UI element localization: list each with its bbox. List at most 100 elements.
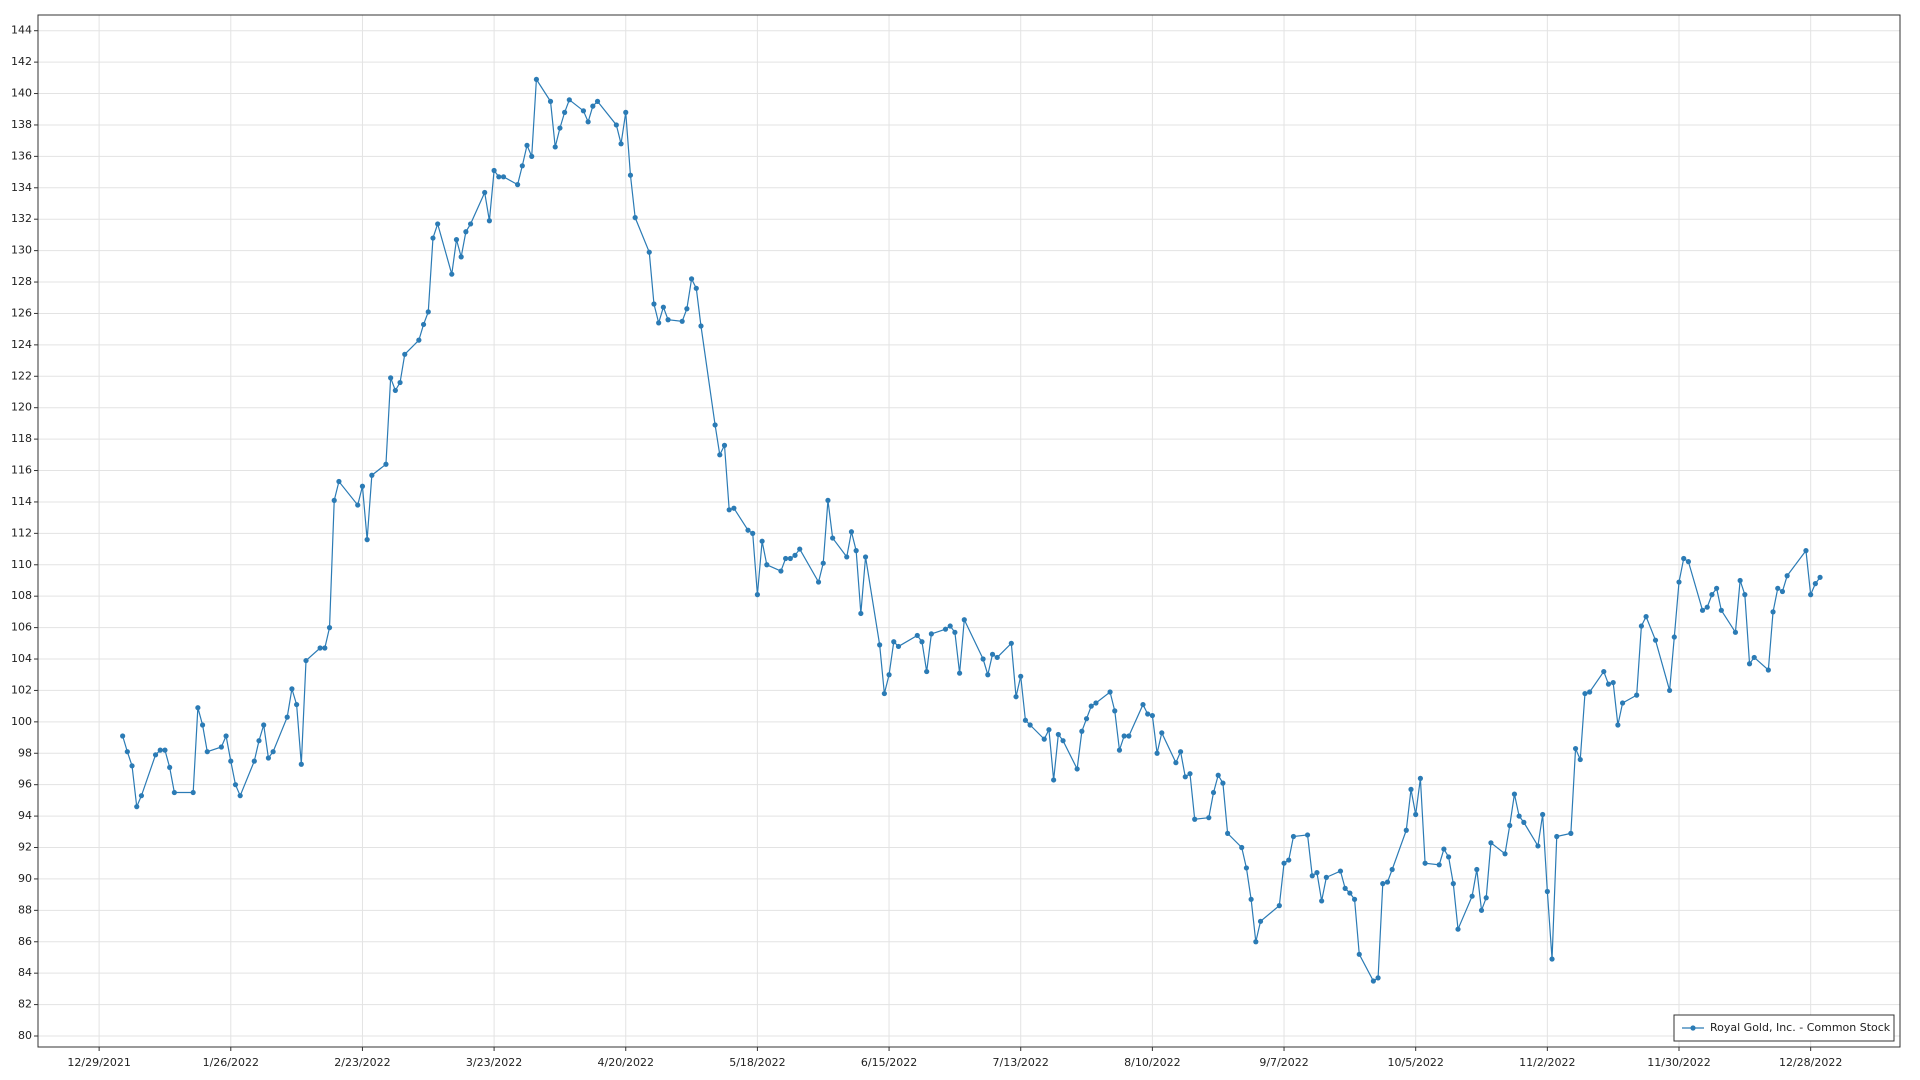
x-tick-label: 4/20/2022 (598, 1056, 654, 1069)
data-point (656, 320, 662, 326)
data-point (326, 625, 333, 631)
y-tick-label: 96 (18, 778, 32, 791)
data-point (961, 617, 967, 623)
data-point (660, 304, 666, 310)
data-point (1074, 766, 1080, 772)
y-tick-label: 144 (11, 24, 32, 37)
data-point (792, 552, 798, 558)
data-point (1572, 745, 1579, 752)
y-tick-label: 130 (11, 244, 32, 257)
y-tick-label: 86 (18, 935, 32, 948)
data-point (1568, 830, 1574, 836)
y-tick-label: 128 (11, 275, 32, 288)
y-tick-label: 84 (18, 966, 32, 979)
data-point (500, 174, 507, 180)
data-point (134, 804, 140, 810)
y-tick-label: 124 (11, 338, 32, 351)
plot-frame (37, 14, 1901, 1048)
data-point (1342, 885, 1348, 891)
data-point (623, 109, 629, 115)
data-point (458, 254, 464, 260)
data-point (590, 103, 596, 109)
data-point (1714, 585, 1720, 591)
data-point (848, 529, 855, 535)
data-point (1304, 832, 1311, 838)
data-point (684, 306, 690, 312)
data-point (1521, 819, 1527, 825)
data-point (1554, 833, 1560, 840)
data-point (1808, 592, 1814, 598)
data-point (1356, 951, 1362, 957)
data-point (435, 221, 441, 227)
data-point (853, 548, 859, 554)
y-tick-label: 92 (18, 841, 32, 854)
x-tick-label: 6/15/2022 (861, 1056, 917, 1069)
data-point (369, 472, 375, 478)
data-point (665, 317, 671, 323)
data-point (1610, 679, 1616, 686)
data-point (820, 560, 826, 566)
y-tick-label: 114 (11, 495, 32, 508)
data-point (1370, 978, 1376, 984)
data-point (298, 761, 304, 767)
data-point (1253, 939, 1259, 945)
data-point (1041, 736, 1047, 742)
data-point (1718, 607, 1724, 613)
data-point (1478, 907, 1485, 913)
data-point (627, 172, 634, 178)
data-point (1577, 756, 1583, 763)
data-point (336, 478, 342, 485)
legend: Royal Gold, Inc. - Common Stock (1673, 1014, 1895, 1042)
y-tick-label: 104 (11, 652, 32, 665)
data-point (1751, 654, 1757, 661)
data-point (1704, 604, 1710, 610)
data-point (1309, 873, 1315, 879)
y-tick-label: 108 (11, 589, 32, 602)
data-point (562, 109, 568, 115)
data-point (1803, 548, 1809, 554)
data-point (754, 592, 761, 598)
y-tick-label: 134 (11, 181, 32, 194)
data-point (844, 554, 850, 560)
data-point (388, 375, 394, 381)
data-point (1549, 956, 1555, 962)
data-point (1257, 918, 1264, 924)
data-point (1290, 833, 1297, 840)
data-point (566, 97, 572, 103)
data-point (858, 610, 864, 617)
data-point (1582, 690, 1588, 697)
data-point (218, 744, 224, 750)
data-point (1737, 577, 1743, 584)
series-line (122, 77, 1821, 982)
data-point (1177, 749, 1184, 755)
data-point (515, 182, 521, 188)
data-point (688, 276, 695, 282)
data-point (891, 639, 897, 645)
data-point (994, 654, 1000, 661)
data-point (355, 502, 361, 508)
data-point (129, 763, 135, 769)
data-point (1511, 791, 1518, 797)
data-point (256, 738, 262, 744)
y-tick-label: 126 (11, 306, 32, 319)
data-point (1681, 555, 1687, 562)
data-point (1079, 728, 1085, 734)
data-point (651, 301, 657, 307)
data-point (1605, 681, 1612, 687)
data-point (830, 535, 836, 541)
data-point (886, 672, 892, 678)
data-point (1699, 607, 1706, 613)
data-point (1469, 893, 1475, 899)
data-point (322, 645, 328, 651)
data-point (1535, 843, 1541, 849)
data-point (251, 758, 257, 764)
data-point (1088, 703, 1094, 709)
y-tick-label: 136 (11, 149, 32, 162)
data-point (1281, 860, 1287, 866)
data-point (1812, 581, 1818, 587)
data-point (1746, 661, 1753, 667)
data-point (529, 153, 535, 159)
data-point (895, 643, 902, 650)
y-tick-label: 116 (11, 464, 32, 477)
data-point (580, 108, 587, 114)
